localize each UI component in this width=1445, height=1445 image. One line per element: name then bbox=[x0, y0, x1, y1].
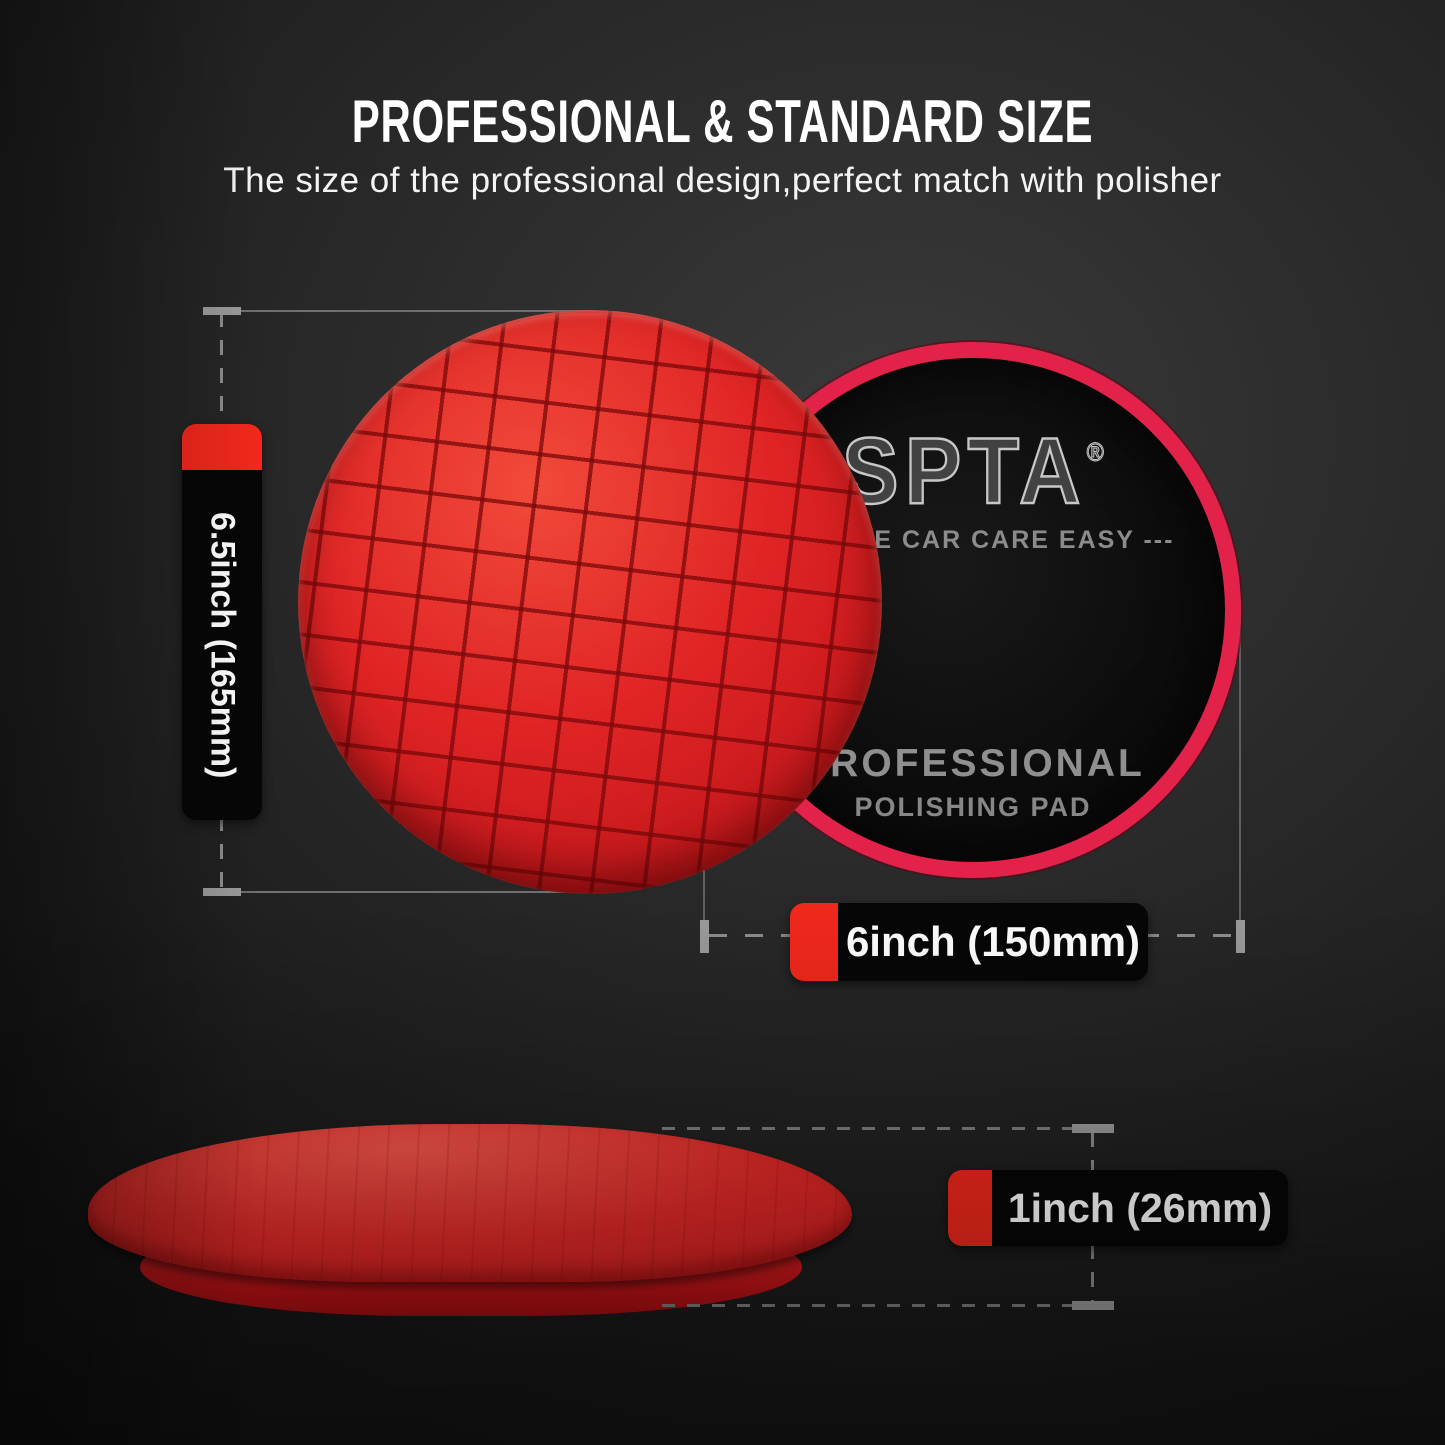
height-dimension-label: 6.5inch (165mm) bbox=[182, 424, 262, 820]
diameter-right-extension-line bbox=[1239, 600, 1241, 922]
polishing-pad-side-view bbox=[88, 1124, 852, 1320]
thickness-bottom-tick bbox=[1072, 1301, 1114, 1310]
height-top-tick bbox=[203, 307, 241, 315]
side-pad-foam-body bbox=[88, 1124, 852, 1282]
thickness-top-extension-line bbox=[662, 1127, 1074, 1130]
thickness-bottom-extension-line bbox=[662, 1304, 1074, 1307]
thickness-dimension-label: 1inch (26mm) bbox=[948, 1170, 1288, 1246]
page-subtitle: The size of the professional design,perf… bbox=[223, 161, 1222, 200]
label-accent bbox=[790, 903, 838, 981]
registered-trademark-icon: ® bbox=[1086, 437, 1104, 467]
diameter-label-text: 6inch (150mm) bbox=[845, 918, 1141, 965]
thickness-label-text: 1inch (26mm) bbox=[1007, 1184, 1273, 1231]
brand-logo: SPTA® bbox=[746, 422, 1200, 519]
height-top-extension-line bbox=[222, 310, 590, 312]
height-label-text: 6.5inch (165mm) bbox=[203, 511, 242, 779]
height-bottom-tick bbox=[203, 888, 241, 896]
pad-subtype-label: POLISHING PAD bbox=[854, 792, 1092, 822]
polishing-pad-front-view bbox=[298, 310, 882, 894]
label-accent bbox=[182, 424, 262, 470]
pad-type-label: PROFESSIONAL bbox=[801, 742, 1145, 785]
brand-text: SPTA bbox=[841, 418, 1087, 523]
diameter-left-tick bbox=[700, 920, 709, 953]
diameter-dimension-label: 6inch (150mm) bbox=[790, 903, 1148, 981]
diameter-right-tick bbox=[1236, 920, 1245, 953]
page-title: PROFESSIONAL & STANDARD SIZE bbox=[351, 88, 1094, 155]
label-accent bbox=[948, 1170, 992, 1246]
height-bottom-extension-line bbox=[222, 891, 596, 893]
thickness-top-tick bbox=[1072, 1124, 1114, 1133]
